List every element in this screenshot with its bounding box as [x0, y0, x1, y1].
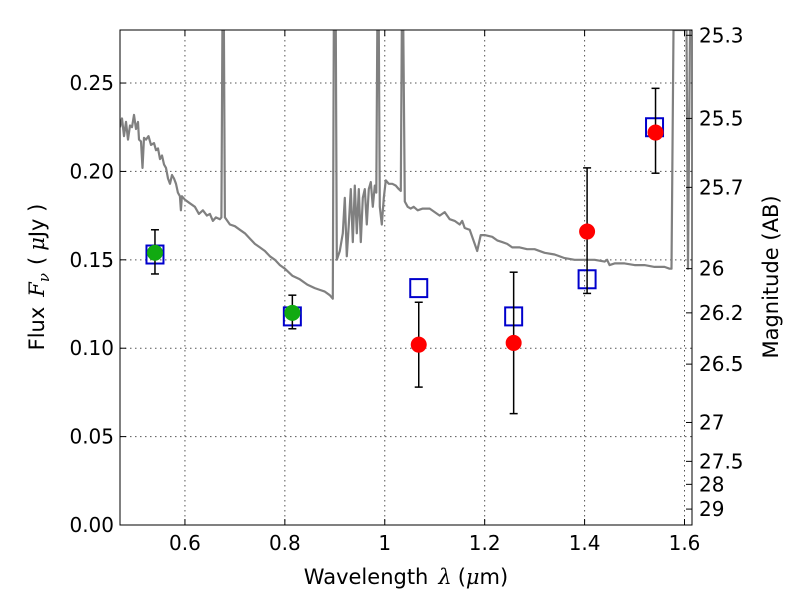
model-sed-line	[120, 30, 692, 300]
x-axis-unit-mu: μ	[466, 565, 480, 589]
y2-tick-label: 25.5	[699, 106, 744, 130]
x-tick-label: 1.4	[569, 531, 601, 555]
y2-tick-label: 29	[699, 497, 724, 521]
x-tick-label: 0.8	[269, 531, 301, 555]
y2-tick-label: 26.5	[699, 352, 744, 376]
grid	[120, 30, 692, 526]
hst-flux-point	[579, 223, 596, 240]
ground-flux-point	[284, 304, 301, 321]
model-flux-square	[409, 278, 429, 299]
y2-tick-label: 27	[699, 410, 724, 434]
x-axis-unit-open: (	[458, 565, 466, 589]
axis-ticks: 0.6 0.8 1 1.2 1.4 1.6 0.00 0.05 0.10 0.15 0.20 0.25…	[69, 23, 743, 555]
y2-tick-label: 27.5	[699, 449, 744, 473]
plot-frame	[119, 29, 693, 526]
y-axis-unit-mu: μ	[25, 237, 49, 251]
y-axis-f: F	[25, 281, 49, 298]
y-tick-label: 0.00	[69, 513, 114, 537]
x-tick-label: 0.6	[169, 531, 201, 555]
y2-tick-label: 28	[699, 472, 724, 496]
y-axis-unit-open: (	[25, 257, 49, 265]
y-tick-label: 0.15	[69, 248, 114, 272]
y-tick-label: 0.10	[69, 336, 114, 360]
x-axis-label: Wavelength λ (μm)	[304, 565, 508, 589]
y-axis-label-text: Flux	[25, 307, 49, 351]
y2-axis-label: Magnitude (AB)	[759, 195, 783, 358]
x-tick-label: 1.6	[669, 531, 701, 555]
y2-tick-label: 25.7	[699, 175, 744, 199]
y-tick-label: 0.25	[69, 71, 114, 95]
y2-tick-label: 26.2	[699, 301, 744, 325]
y-axis-unit-close: Jy )	[25, 204, 49, 240]
x-tick-label: 1.2	[469, 531, 501, 555]
hst-flux-point	[505, 334, 522, 351]
y-tick-label: 0.05	[69, 425, 114, 449]
ground-flux-point	[146, 244, 163, 261]
y2-tick-label: 25.3	[699, 23, 744, 47]
x-tick-label: 1	[378, 531, 391, 555]
hst-flux-point	[647, 124, 664, 141]
hst-flux-point	[410, 336, 427, 353]
y2-tick-label: 26	[699, 257, 724, 281]
x-axis-label-text: Wavelength	[304, 565, 429, 589]
y-tick-label: 0.20	[69, 159, 114, 183]
y-axis-nu: ν	[35, 273, 53, 282]
plot-area	[120, 30, 692, 415]
x-axis-lambda: λ	[437, 565, 451, 589]
y-axis-label: Flux Fν ( μJy )	[25, 204, 53, 351]
x-axis-unit-close: m)	[480, 565, 509, 589]
